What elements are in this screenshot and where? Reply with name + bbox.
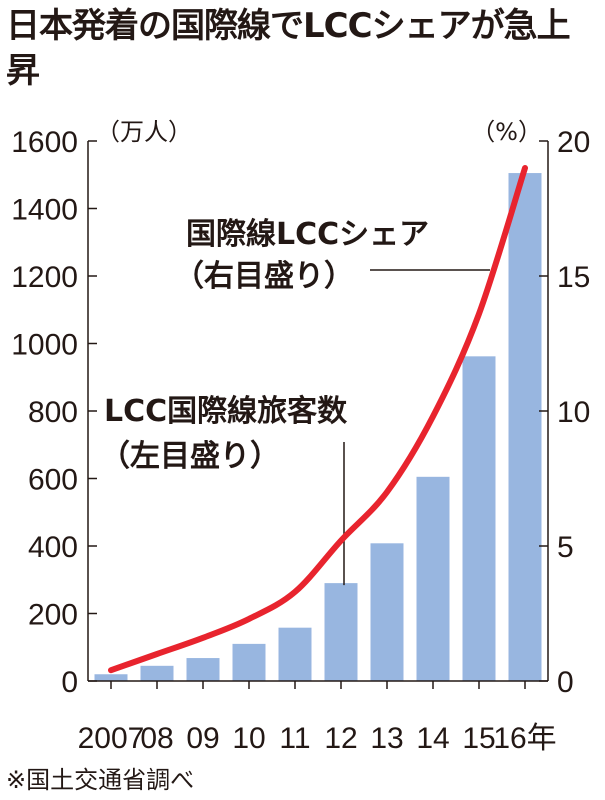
left-tick-label-4: 800 [28, 396, 78, 429]
count-series-label: LCC国際線旅客数 [104, 394, 348, 429]
count-series-axis-note: （左目盛り） [100, 439, 280, 474]
source-note: ※国土交通省調べ [6, 766, 195, 794]
x-tick-label-3: 10 [232, 722, 265, 755]
bar-7 [416, 476, 450, 681]
right-tick-label-4: 20 [557, 126, 590, 159]
left-axis-unit: （万人） [96, 118, 192, 146]
bar-8 [462, 356, 496, 681]
bar-0 [94, 674, 128, 681]
right-tick-label-2: 10 [557, 396, 590, 429]
left-tick-label-3: 600 [28, 464, 78, 497]
x-tick-label-9: 16年 [493, 722, 556, 755]
x-tick-label-5: 12 [324, 722, 357, 755]
bar-4 [278, 627, 312, 681]
bar-1 [140, 665, 174, 681]
x-tick-label-0: 2007 [78, 722, 145, 755]
chart-title: 日本発着の国際線でLCCシェアが急上昇 [6, 6, 571, 91]
bar-3 [232, 643, 266, 681]
x-tick-label-8: 15 [462, 722, 495, 755]
bar-6 [370, 543, 404, 681]
left-tick-label-8: 1600 [11, 126, 78, 159]
left-tick-label-1: 200 [28, 599, 78, 632]
left-tick-label-7: 1400 [11, 194, 78, 227]
x-tick-label-1: 08 [140, 722, 173, 755]
x-tick-label-7: 14 [416, 722, 449, 755]
x-tick-label-6: 13 [370, 722, 403, 755]
x-tick-label-4: 11 [279, 722, 310, 755]
left-tick-label-0: 0 [61, 666, 78, 699]
share-series-axis-note: （右目盛り） [174, 259, 354, 294]
share-series-label: 国際線LCCシェア [186, 217, 429, 252]
bar-5 [324, 583, 358, 681]
x-tick-label-2: 09 [186, 722, 219, 755]
right-tick-label-0: 0 [557, 666, 574, 699]
left-tick-label-2: 400 [28, 531, 78, 564]
bar-9 [508, 173, 542, 681]
bar-2 [186, 658, 220, 681]
right-tick-label-1: 5 [557, 531, 574, 564]
right-axis-unit: （%） [471, 118, 542, 146]
share-line [108, 165, 528, 674]
right-tick-label-3: 15 [557, 261, 590, 294]
left-tick-label-6: 1200 [11, 261, 78, 294]
left-tick-label-5: 1000 [11, 329, 78, 362]
